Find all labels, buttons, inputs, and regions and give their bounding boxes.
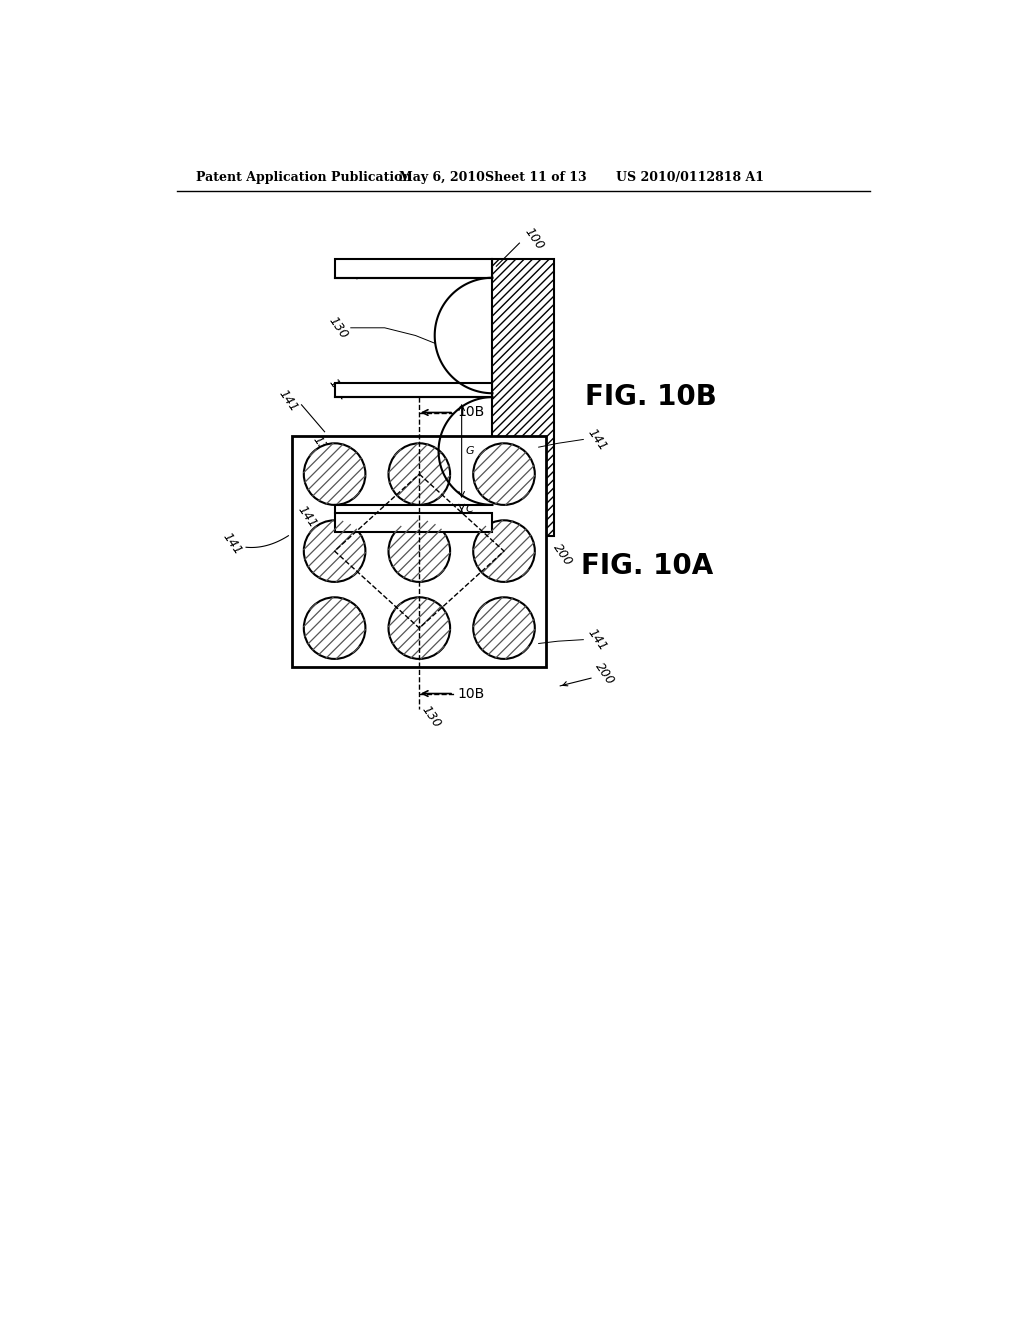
Circle shape <box>304 444 366 506</box>
Text: May 6, 2010: May 6, 2010 <box>398 172 484 185</box>
Bar <box>292 436 547 667</box>
Circle shape <box>473 444 535 506</box>
Bar <box>493 259 554 536</box>
Text: H: H <box>466 388 474 399</box>
Text: G: G <box>466 446 474 455</box>
Text: Patent Application Publication: Patent Application Publication <box>196 172 412 185</box>
Bar <box>335 259 493 277</box>
Text: 141: 141 <box>275 387 300 414</box>
Bar <box>335 383 493 397</box>
Circle shape <box>388 520 451 582</box>
Text: FIG. 10B: FIG. 10B <box>585 383 717 411</box>
Text: Sheet 11 of 13: Sheet 11 of 13 <box>484 172 587 185</box>
Text: 200: 200 <box>550 541 574 569</box>
Circle shape <box>388 598 451 659</box>
Text: C: C <box>466 504 473 513</box>
Text: 130: 130 <box>419 704 443 730</box>
Text: 141: 141 <box>220 529 245 557</box>
Text: 10B: 10B <box>458 405 485 420</box>
Text: 200: 200 <box>593 661 617 688</box>
Text: US 2010/0112818 A1: US 2010/0112818 A1 <box>615 172 764 185</box>
Circle shape <box>473 520 535 582</box>
Text: 141: 141 <box>341 256 366 284</box>
Circle shape <box>304 598 366 659</box>
Text: FIG. 10A: FIG. 10A <box>581 553 714 581</box>
Text: 100: 100 <box>521 226 546 253</box>
Text: 141: 141 <box>585 426 609 453</box>
Bar <box>335 512 493 532</box>
Circle shape <box>473 598 535 659</box>
Text: 141: 141 <box>326 376 350 403</box>
Text: 130: 130 <box>310 433 335 461</box>
Text: 141: 141 <box>295 503 319 531</box>
Text: 10B: 10B <box>458 686 485 701</box>
Text: 130: 130 <box>326 314 350 342</box>
Circle shape <box>388 444 451 506</box>
Text: 141: 141 <box>585 626 609 653</box>
Circle shape <box>304 520 366 582</box>
